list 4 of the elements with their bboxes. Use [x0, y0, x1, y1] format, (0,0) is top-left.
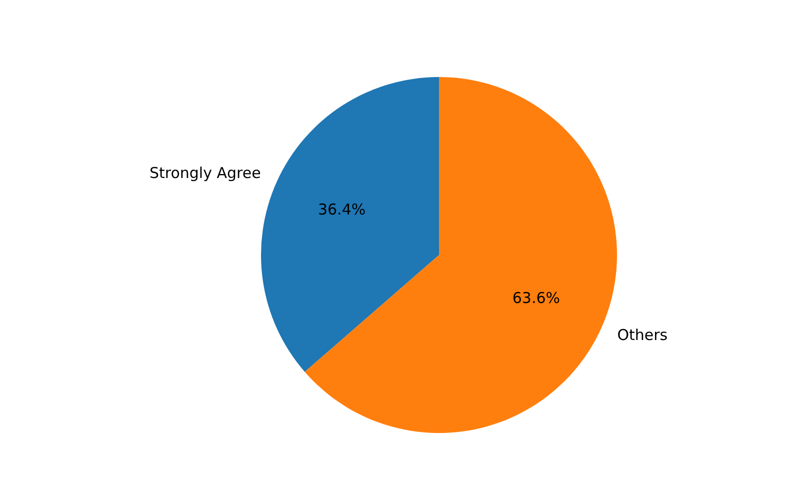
data-label: 36.4% [318, 200, 366, 219]
slice-label: Others [617, 326, 668, 344]
data-label: 63.6% [512, 289, 560, 308]
slice-label: Strongly Agree [149, 164, 261, 182]
